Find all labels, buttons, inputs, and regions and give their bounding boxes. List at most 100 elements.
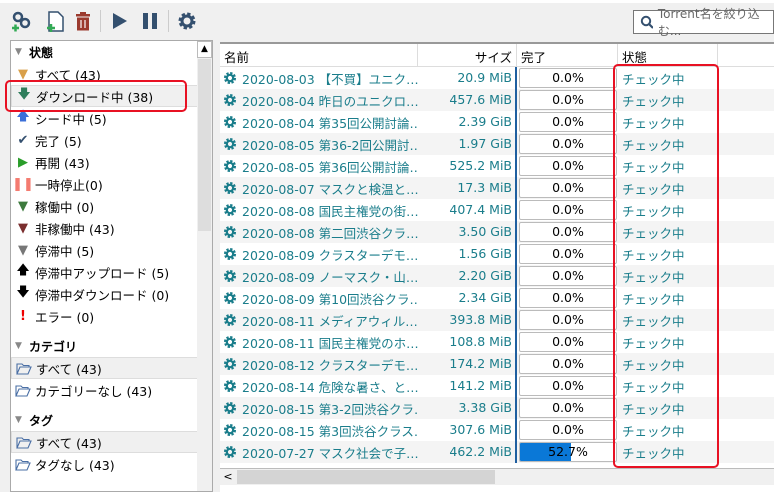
progress-cell: 0.0% [517, 375, 618, 397]
table-row[interactable]: 2020-07-27 マスク社会で子… 462.2 MiB 52.7% チェック中 [220, 441, 774, 463]
name-cell: 2020-07-27 マスク社会で子… [220, 443, 418, 462]
gear-icon [223, 379, 237, 393]
sidebar-item-label: 停滞中ダウンロード (0) [35, 287, 170, 303]
table-row[interactable]: 2020-08-07 マスクと検温と… 17.3 MiB 0.0% チェック中 [220, 177, 774, 199]
status-cell: チェック中 [622, 445, 685, 461]
upload-arrow-icon: 🡅 [16, 263, 30, 278]
checkmark-icon: ✔ [17, 132, 29, 148]
table-row[interactable]: 2020-08-11 国民主権党のホ… 108.8 MiB 0.0% チェック中 [220, 331, 774, 353]
name-cell: 2020-08-14 危険な暑さ、と… [220, 377, 418, 396]
sidebar-status-item[interactable]: ✔ 完了 (5) [11, 129, 199, 151]
horizontal-scrollbar[interactable]: < [220, 468, 774, 485]
progress-label: 0.0% [552, 92, 584, 107]
table-row[interactable]: 2020-08-09 クラスターデモ… 1.56 GiB 0.0% チェック中 [220, 243, 774, 265]
table-row[interactable]: 2020-08-14 危険な暑さ、と… 141.2 MiB 0.0% チェック中 [220, 375, 774, 397]
table-row[interactable]: 2020-08-12 クラスターデモ… 174.2 MiB 0.0% チェック中 [220, 353, 774, 375]
folder-open-icon [16, 436, 32, 449]
gear-icon [223, 71, 237, 85]
progress-cell: 0.0% [517, 331, 618, 353]
column-header-progress[interactable]: 完了 [517, 44, 618, 66]
torrent-name: 2020-08-15 第3回渋谷クラス… [242, 423, 418, 439]
search-placeholder: Torrent名を絞り込む... [657, 7, 760, 38]
sidebar-status-item[interactable]: ▶ 再開 (43) [11, 151, 199, 173]
sidebar-category-item[interactable]: すべて (43) [11, 357, 199, 379]
resume-icon [113, 13, 127, 29]
table-row[interactable]: 2020-08-08 第二回渋谷クラ… 3.50 GiB 0.0% チェック中 [220, 221, 774, 243]
settings-button[interactable] [174, 8, 200, 34]
progress-bar: 0.0% [519, 288, 617, 308]
table-header: 名前 サイズ 完了 状態 [220, 44, 774, 67]
toolbar: Torrent名を絞り込む... [0, 0, 774, 38]
size-cell: 2.39 GiB [418, 111, 517, 133]
table-row[interactable]: 2020-08-09 ノーマスク・山… 2.20 GiB 0.0% チェック中 [220, 265, 774, 287]
scrollbar-thumb[interactable] [198, 59, 211, 231]
progress-label: 0.0% [552, 268, 584, 283]
sidebar-status-item[interactable]: ▼ 非稼働中 (43) [11, 217, 199, 239]
gear-icon [223, 93, 237, 107]
download-arrow-icon: 🡇 [17, 87, 31, 102]
name-cell: 2020-08-08 国民主権党の街… [220, 201, 418, 220]
add-torrent-link-button[interactable] [8, 8, 34, 34]
table-row[interactable]: 2020-08-09 第10回渋谷クラ… 2.34 GiB 0.0% チェック中 [220, 287, 774, 309]
table-row[interactable]: 2020-08-05 第36回公開討論… 525.2 MiB 0.0% チェック中 [220, 155, 774, 177]
sidebar-status-item[interactable]: ! エラー (0) [11, 305, 199, 327]
play-icon: ▶ [18, 154, 28, 170]
torrent-name: 2020-08-14 危険な暑さ、と… [242, 379, 418, 395]
progress-bar: 0.0% [519, 156, 617, 176]
sidebar-item-label: タグなし (43) [35, 457, 115, 473]
status-cell: チェック中 [622, 225, 685, 241]
status-cell: チェック中 [622, 423, 685, 439]
progress-bar: 0.0% [519, 398, 617, 418]
section-title: タグ [29, 413, 54, 428]
torrent-filter-input[interactable]: Torrent名を絞り込む... [633, 7, 774, 38]
name-cell: 2020-08-08 第二回渋谷クラ… [220, 223, 418, 242]
sidebar-status-item[interactable]: ▼ 停滞中 (5) [11, 239, 199, 261]
column-header-status[interactable]: 状態 [618, 44, 718, 66]
table-row[interactable]: 2020-08-15 第3回渋谷クラス… 307.6 MiB 0.0% チェック中 [220, 419, 774, 441]
torrent-name: 2020-08-07 マスクと検温と… [242, 181, 418, 197]
scrollbar-thumb[interactable] [237, 470, 495, 484]
torrent-name: 2020-08-12 クラスターデモ… [242, 357, 418, 373]
sidebar-tag-item[interactable]: タグなし (43) [11, 453, 199, 475]
sidebar-category-item[interactable]: カテゴリーなし (43) [11, 379, 199, 401]
scroll-left-button[interactable]: < [223, 470, 233, 483]
status-cell: チェック中 [622, 137, 685, 153]
add-torrent-file-button[interactable] [42, 8, 68, 34]
sidebar-status-item[interactable]: 🡇 ダウンロード中 (38) [11, 85, 199, 107]
sidebar-status-item[interactable]: 🡅 停滞中アップロード (5) [11, 261, 199, 283]
category-section-header[interactable]: ▼ カテゴリ [11, 335, 212, 357]
table-row[interactable]: 2020-08-03 【不買】ユニク… 20.9 MiB 0.0% チェック中 [220, 67, 774, 89]
sidebar-status-item[interactable]: 🡅 シード中 (5) [11, 107, 199, 129]
pause-button[interactable] [137, 8, 163, 34]
status-cell: チェック中 [622, 203, 685, 219]
resume-button[interactable] [106, 8, 132, 34]
table-row[interactable]: 2020-08-04 昨日のユニクロ… 457.6 MiB 0.0% チェック中 [220, 89, 774, 111]
delete-icon [76, 12, 90, 31]
column-header-name[interactable]: 名前 [220, 44, 418, 66]
status-section-header[interactable]: ▼ 状態 [11, 41, 212, 63]
table-row[interactable]: 2020-08-11 メディアウィル… 393.8 MiB 0.0% チェック中 [220, 309, 774, 331]
sidebar-status-item[interactable]: ▼ 稼働中 (0) [11, 195, 199, 217]
column-header-size[interactable]: サイズ [418, 44, 517, 66]
chevron-down-icon: ▼ [15, 415, 22, 425]
table-row[interactable]: 2020-08-15 第3-2回渋谷クラ… 3.38 GiB 0.0% チェック中 [220, 397, 774, 419]
progress-label: 0.0% [552, 70, 584, 85]
progress-label: 0.0% [552, 202, 584, 217]
scroll-up-button[interactable]: ▲ [197, 41, 212, 58]
sidebar-status-item[interactable]: ▼ すべて (43) [11, 63, 199, 85]
table-row[interactable]: 2020-08-05 第36-2回公開討… 1.97 GiB 0.0% チェック中 [220, 133, 774, 155]
sidebar-status-item[interactable]: ❚❚ 一時停止(0) [11, 173, 199, 195]
sidebar-tag-item[interactable]: すべて (43) [11, 431, 199, 453]
tag-section-header[interactable]: ▼ タグ [11, 409, 212, 431]
delete-button[interactable] [70, 8, 96, 34]
gear-icon [223, 203, 237, 217]
table-row[interactable]: 2020-08-08 国民主権党の街… 407.4 MiB 0.0% チェック中 [220, 199, 774, 221]
size-cell: 3.50 GiB [418, 221, 517, 243]
size-cell: 17.3 MiB [418, 177, 517, 199]
sidebar-status-item[interactable]: 🡇 停滞中ダウンロード (0) [11, 283, 199, 305]
progress-label: 0.0% [552, 422, 584, 437]
sidebar-scrollbar[interactable]: ▲ [197, 41, 212, 491]
table-row[interactable]: 2020-08-04 第35回公開討論… 2.39 GiB 0.0% チェック中 [220, 111, 774, 133]
progress-bar: 0.0% [519, 354, 617, 374]
progress-label: 0.0% [552, 312, 584, 327]
